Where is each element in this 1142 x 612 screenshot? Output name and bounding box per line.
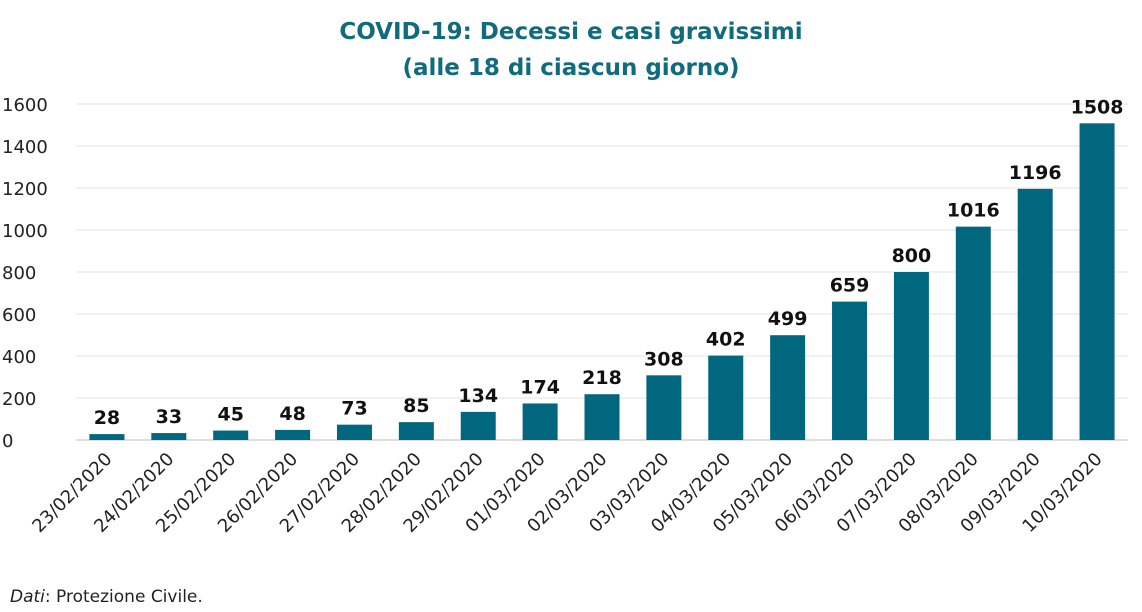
data-label: 45 <box>217 404 243 426</box>
bar <box>1017 188 1053 440</box>
data-label: 308 <box>644 348 684 370</box>
data-label: 1196 <box>1009 162 1062 184</box>
data-label: 134 <box>458 385 498 407</box>
y-axis-ticks: 0 200 400 600 800 1000 1200 1400 1600 <box>2 95 48 452</box>
bar <box>646 375 682 440</box>
bar <box>522 403 558 440</box>
bar <box>770 335 806 440</box>
data-label: 48 <box>279 403 305 425</box>
y-tick-label: 1000 <box>2 221 48 242</box>
bar <box>151 433 187 440</box>
y-tick-label: 400 <box>2 347 36 368</box>
chart-title: COVID-19: Decessi e casi gravissimi (all… <box>0 14 1142 86</box>
data-label: 800 <box>892 245 932 267</box>
bar <box>832 301 868 440</box>
y-tick-label: 200 <box>2 389 36 410</box>
data-label: 499 <box>768 308 808 330</box>
data-label: 33 <box>156 406 182 428</box>
y-tick-label: 800 <box>2 263 36 284</box>
data-label: 1016 <box>947 200 1000 222</box>
y-tick-label: 1200 <box>2 179 48 200</box>
data-labels: 28 33 45 48 73 85 134 174 218 308 402 499 659 800 1016… <box>94 96 1124 429</box>
y-tick-label: 1600 <box>2 95 48 116</box>
data-label: 659 <box>830 275 870 297</box>
data-label: 1508 <box>1071 96 1124 118</box>
y-tick-label: 0 <box>2 431 13 452</box>
bar <box>893 272 929 440</box>
y-tick-label: 1400 <box>2 137 48 158</box>
source-text: : Protezione Civile. <box>44 587 203 607</box>
bar <box>275 429 311 440</box>
x-axis-ticks: 23/02/202024/02/202025/02/202026/02/2020… <box>28 449 1106 537</box>
gridlines <box>76 103 1128 441</box>
y-tick-label: 600 <box>2 305 36 326</box>
bars <box>89 123 1115 440</box>
bar <box>398 422 434 440</box>
chart-title-line: COVID-19: Decessi e casi gravissimi <box>339 19 803 45</box>
data-label: 402 <box>706 329 746 351</box>
chart-subtitle: (alle 18 di ciascun giorno) <box>402 55 740 81</box>
data-label: 28 <box>94 407 120 429</box>
data-label: 174 <box>520 376 560 398</box>
source-note: Dati: Protezione Civile. <box>10 587 203 607</box>
bar <box>460 411 496 440</box>
bar <box>708 355 744 440</box>
data-label: 85 <box>403 395 429 417</box>
bar <box>584 394 620 440</box>
data-label: 73 <box>341 398 367 420</box>
bar <box>336 424 372 440</box>
bar <box>213 430 249 440</box>
source-label: Dati <box>10 587 45 607</box>
bar <box>89 434 125 440</box>
bar <box>1079 123 1115 440</box>
data-label: 218 <box>582 367 622 389</box>
bar <box>955 226 991 440</box>
